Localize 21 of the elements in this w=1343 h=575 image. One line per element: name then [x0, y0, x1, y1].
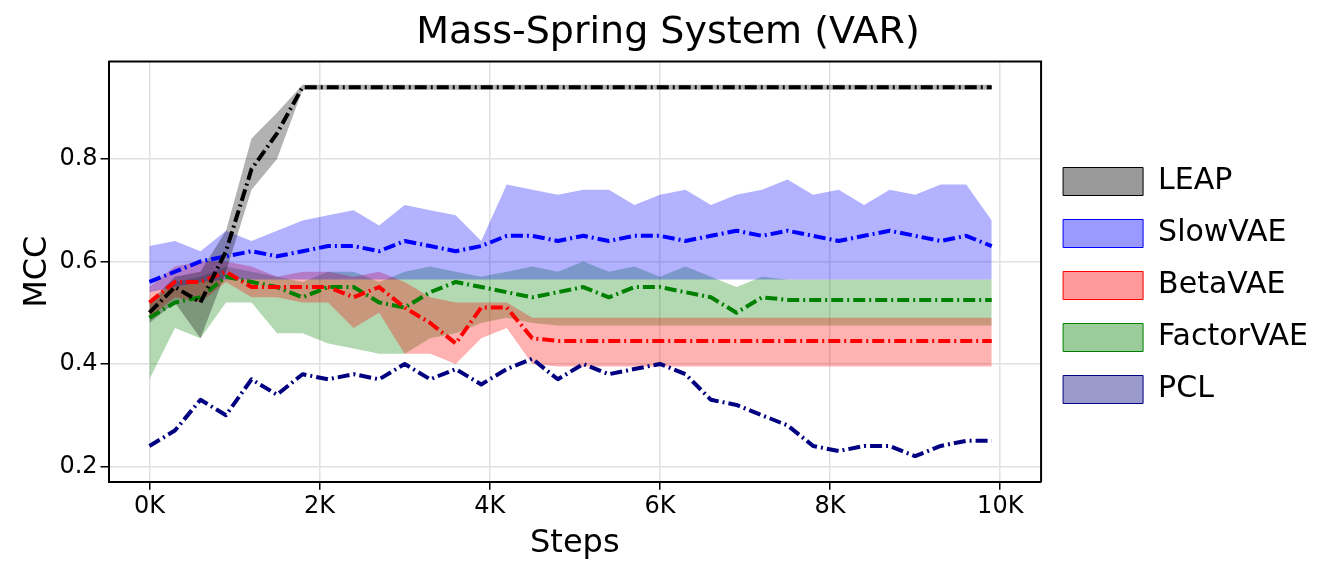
- x-tick-label: 2K: [304, 491, 337, 520]
- y-axis-title: MCC: [15, 235, 54, 308]
- legend-label: SlowVAE: [1158, 213, 1287, 249]
- line-series: [147, 269, 994, 346]
- chart-title: Mass-Spring System (VAR): [416, 7, 920, 52]
- y-tick-label: 0.8: [59, 143, 98, 172]
- y-tick-label: 0.6: [59, 245, 98, 274]
- legend-label: LEAP: [1158, 161, 1233, 197]
- x-tick-label: 8K: [814, 491, 847, 520]
- y-tick-label: 0.4: [59, 348, 98, 377]
- x-tick-label: 4K: [474, 491, 507, 520]
- legend-label: BetaVAE: [1158, 265, 1286, 301]
- legend-label: FactorVAE: [1158, 317, 1309, 353]
- line-series: [147, 228, 994, 284]
- y-tick-label: 0.2: [59, 450, 98, 479]
- x-tick-label: 0K: [133, 491, 167, 520]
- x-axis-title: Steps: [530, 522, 620, 561]
- x-tick-label: 6K: [644, 491, 677, 520]
- legend-label: PCL: [1158, 369, 1215, 405]
- line-series: [147, 274, 994, 320]
- x-tick-label: 10K: [977, 491, 1025, 520]
